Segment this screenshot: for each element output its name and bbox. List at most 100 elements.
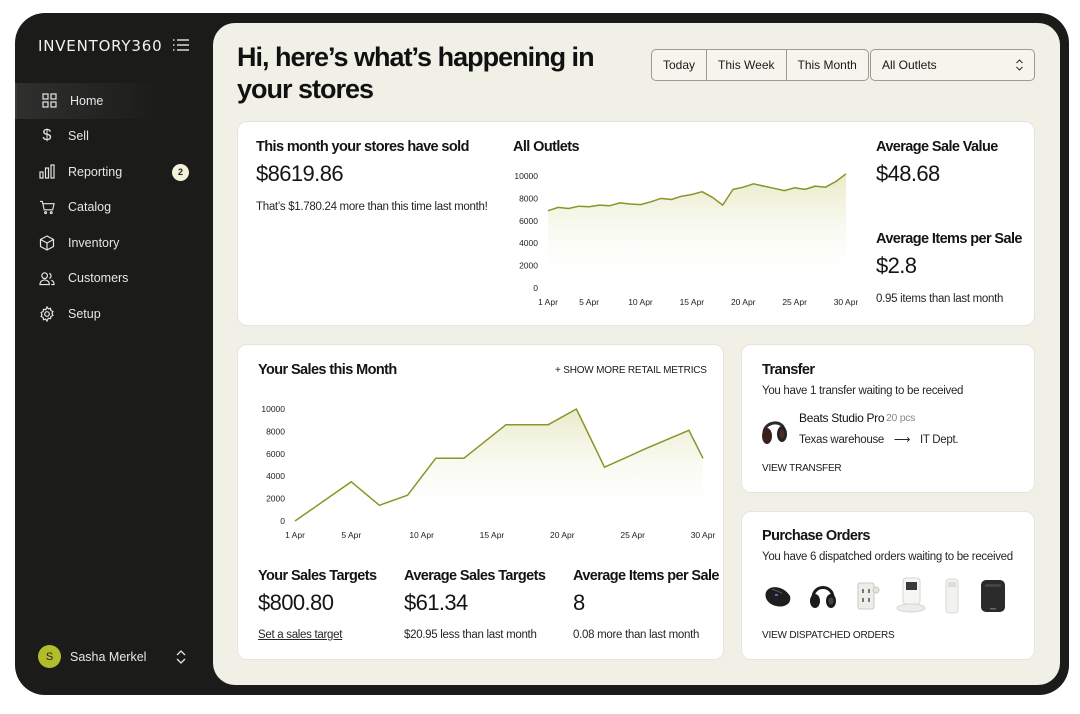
grid-icon bbox=[41, 93, 57, 109]
period-selector: Today This Week This Month bbox=[651, 49, 869, 81]
y-tick-label: 8000 bbox=[519, 193, 538, 203]
transfer-subtitle: You have 1 transfer waiting to be receiv… bbox=[762, 385, 964, 397]
y-tick-label: 4000 bbox=[266, 471, 285, 481]
y-tick-label: 2000 bbox=[519, 261, 538, 271]
sidebar-item-reporting[interactable]: Reporting 2 bbox=[15, 154, 213, 190]
view-transfer-link[interactable]: VIEW TRANSFER bbox=[762, 463, 842, 474]
transfer-title: Transfer bbox=[762, 362, 815, 378]
purchase-orders-subtitle: You have 6 dispatched orders waiting to … bbox=[762, 551, 1013, 563]
main-panel: Hi, here’s what’s happening in your stor… bbox=[213, 23, 1060, 685]
sidebar-item-customers[interactable]: Customers bbox=[15, 261, 213, 297]
sales-avg-items-note: 0.08 more than last month bbox=[573, 629, 700, 641]
sales-targets-value: $800.80 bbox=[258, 590, 334, 615]
transfer-from: Texas warehouse bbox=[799, 434, 884, 446]
sold-note: That’s $1.780.24 more than this time las… bbox=[256, 201, 488, 213]
sales-avg-items-label: Average Items per Sale bbox=[573, 568, 719, 584]
avg-sale-label: Average Sale Value bbox=[876, 139, 998, 155]
x-tick-label: 20 Apr bbox=[550, 530, 575, 540]
sold-label: This month your stores have sold bbox=[256, 139, 469, 155]
chevron-updown-icon bbox=[1016, 59, 1023, 71]
x-tick-label: 25 Apr bbox=[620, 530, 645, 540]
sales-targets-label: Your Sales Targets bbox=[258, 568, 377, 584]
sales-card-title: Your Sales this Month bbox=[258, 362, 397, 378]
x-tick-label: 10 Apr bbox=[409, 530, 434, 540]
menu-toggle-icon[interactable] bbox=[172, 37, 190, 53]
x-tick-label: 1 Apr bbox=[538, 297, 558, 307]
period-week-button[interactable]: This Week bbox=[707, 50, 787, 80]
x-tick-label: 10 Apr bbox=[628, 297, 653, 307]
outlets-chart-title: All Outlets bbox=[513, 139, 580, 155]
user-profile[interactable]: S Sasha Merkel bbox=[38, 645, 146, 668]
avatar: S bbox=[38, 645, 61, 668]
sidebar-item-label: Reporting bbox=[68, 164, 123, 179]
avg-items-label: Average Items per Sale bbox=[876, 231, 1022, 247]
outlet-select[interactable]: All Outlets bbox=[870, 49, 1035, 81]
bar-chart-icon bbox=[39, 164, 55, 180]
avg-sale-value: $48.68 bbox=[876, 161, 940, 186]
page-title: Hi, here’s what’s happening in your stor… bbox=[237, 42, 595, 104]
box-icon bbox=[39, 235, 55, 251]
x-tick-label: 15 Apr bbox=[480, 530, 505, 540]
y-tick-label: 0 bbox=[533, 283, 538, 293]
set-sales-target-link[interactable]: Set a sales target bbox=[258, 629, 343, 641]
avg-items-value: $2.8 bbox=[876, 253, 917, 278]
y-tick-label: 6000 bbox=[519, 216, 538, 226]
y-tick-label: 10000 bbox=[261, 404, 285, 414]
sales-avg-items-value: 8 bbox=[573, 590, 585, 615]
air-purifier-icon bbox=[945, 578, 959, 614]
x-tick-label: 5 Apr bbox=[579, 297, 599, 307]
cart-icon bbox=[39, 199, 55, 215]
avg-targets-value: $61.34 bbox=[404, 590, 468, 615]
outlet-icon bbox=[857, 582, 880, 610]
sales-card: Your Sales this Month + SHOW MORE RETAIL… bbox=[237, 344, 724, 660]
series-line bbox=[547, 173, 847, 212]
avg-targets-label: Average Sales Targets bbox=[404, 568, 546, 584]
show-more-metrics-link[interactable]: + SHOW MORE RETAIL METRICS bbox=[555, 365, 707, 376]
series-area bbox=[295, 409, 703, 521]
transfer-product-name: Beats Studio Pro bbox=[799, 411, 885, 425]
summary-card: This month your stores have sold $8619.8… bbox=[237, 121, 1035, 326]
sidebar-item-label: Home bbox=[70, 93, 104, 108]
transfer-card: Transfer You have 1 transfer waiting to … bbox=[741, 344, 1035, 493]
sales-chart: 0 2000 4000 6000 8000 10000 1 Apr 5 Apr 10 Apr 15… bbox=[261, 404, 715, 540]
y-tick-label: 8000 bbox=[266, 426, 285, 436]
brand-logo: INVENTORY360 bbox=[38, 37, 163, 55]
mouse-icon bbox=[765, 587, 791, 607]
y-tick-label: 10000 bbox=[514, 171, 538, 181]
purchase-orders-card: Purchase Orders You have 6 dispatched or… bbox=[741, 511, 1035, 660]
notification-badge: 2 bbox=[172, 163, 189, 181]
robot-vacuum-icon bbox=[896, 577, 926, 613]
y-tick-label: 2000 bbox=[266, 494, 285, 504]
sidebar-item-label: Setup bbox=[68, 306, 101, 321]
sidebar-item-inventory[interactable]: Inventory bbox=[15, 225, 213, 261]
gear-icon bbox=[39, 305, 55, 322]
sold-value: $8619.86 bbox=[256, 161, 344, 186]
sidebar-item-sell[interactable]: $ Sell bbox=[15, 119, 213, 155]
x-tick-label: 15 Apr bbox=[680, 297, 705, 307]
sidebar-item-label: Sell bbox=[68, 129, 89, 144]
speaker-icon bbox=[981, 580, 1005, 612]
x-tick-label: 1 Apr bbox=[285, 530, 305, 540]
sidebar-item-home[interactable]: Home bbox=[15, 83, 213, 119]
transfer-route: Texas warehouse ⟶ IT Dept. bbox=[799, 432, 959, 446]
user-name: Sasha Merkel bbox=[70, 649, 147, 664]
sidebar-item-catalog[interactable]: Catalog bbox=[15, 190, 213, 226]
headphones-icon bbox=[762, 421, 787, 444]
sidebar-item-setup[interactable]: Setup bbox=[15, 296, 213, 332]
x-tick-label: 5 Apr bbox=[341, 530, 361, 540]
users-icon bbox=[39, 270, 55, 286]
view-dispatched-orders-link[interactable]: VIEW DISPATCHED ORDERS bbox=[762, 630, 895, 641]
sidebar-item-label: Customers bbox=[68, 271, 129, 286]
outlet-select-value: All Outlets bbox=[882, 58, 937, 72]
period-today-button[interactable]: Today bbox=[652, 50, 708, 80]
headphones-icon bbox=[810, 586, 836, 608]
chevron-updown-icon[interactable] bbox=[175, 649, 187, 665]
arrow-right-icon: ⟶ bbox=[893, 434, 911, 446]
y-tick-label: 6000 bbox=[266, 449, 285, 459]
y-tick-label: 4000 bbox=[519, 238, 538, 248]
purchase-orders-title: Purchase Orders bbox=[762, 528, 870, 544]
outlets-chart: 0 2000 4000 6000 8000 10000 1 Apr 5 Apr 10 Apr 15… bbox=[514, 171, 858, 307]
transfer-to: IT Dept. bbox=[920, 434, 959, 446]
period-month-button[interactable]: This Month bbox=[797, 58, 857, 72]
avg-targets-note: $20.95 less than last month bbox=[404, 629, 537, 641]
